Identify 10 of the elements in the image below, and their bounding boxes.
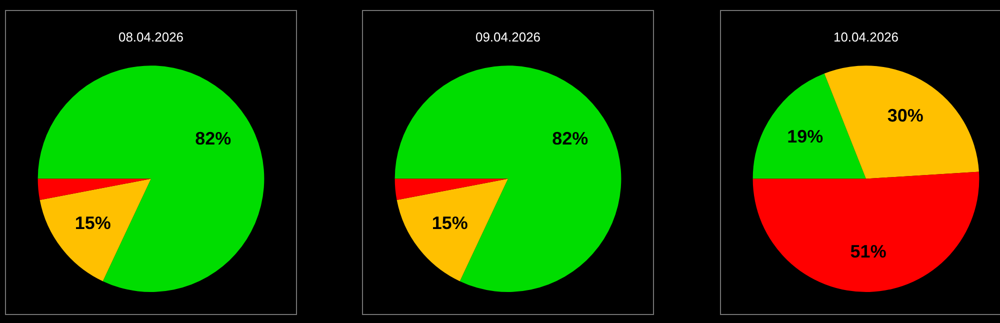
data-label: 82% <box>552 128 588 148</box>
chart-title: 08.04.2026 <box>118 29 184 44</box>
data-label: 30% <box>887 106 924 126</box>
data-label: 82% <box>195 128 232 148</box>
chart-title: 09.04.2026 <box>475 29 541 44</box>
chart-title: 10.04.2026 <box>833 29 899 44</box>
data-label: 15% <box>432 212 468 233</box>
data-label: 15% <box>74 212 111 233</box>
data-label: 19% <box>787 126 824 146</box>
data-label: 51% <box>850 241 886 262</box>
